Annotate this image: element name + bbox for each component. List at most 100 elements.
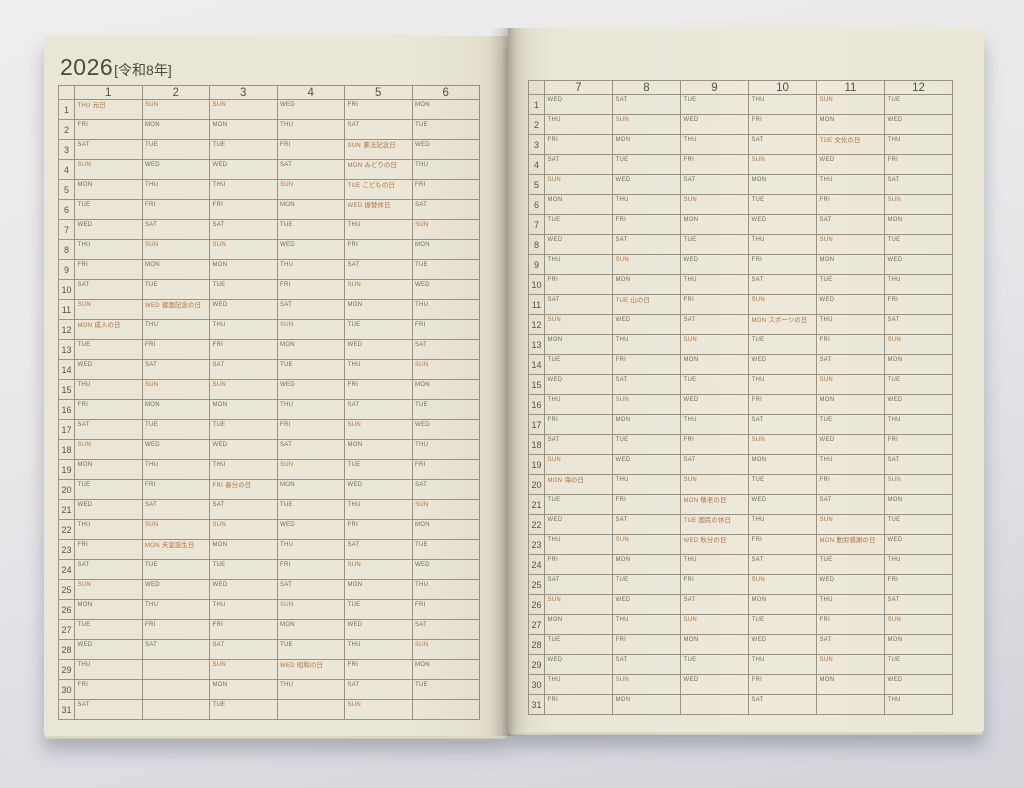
weekday-label: TUE: [415, 401, 428, 408]
day-cell: TUE: [681, 655, 749, 675]
day-cell: MON: [749, 455, 817, 475]
day-cell: TUE 山の日: [613, 295, 681, 315]
day-cell: TUE: [75, 200, 143, 220]
weekday-label: TUE: [819, 556, 833, 563]
day-cell: SUN: [613, 395, 681, 415]
day-cell: MON: [545, 615, 613, 635]
day-number: 29: [529, 655, 545, 675]
weekday-label: SUN: [887, 476, 902, 483]
weekday-label: FRI: [887, 576, 899, 583]
weekday-label: FRI: [415, 601, 426, 608]
weekday-label: MON: [347, 301, 363, 308]
month-header: 11: [817, 81, 885, 95]
day-number: 15: [59, 380, 75, 400]
weekday-label: THU: [819, 316, 833, 323]
weekday-label: TUE: [887, 656, 901, 663]
day-number: 22: [59, 520, 75, 540]
day-cell: THU: [412, 580, 480, 600]
day-cell: SUN: [277, 600, 345, 620]
day-cell: FRI: [277, 420, 345, 440]
day-cell: SAT: [749, 135, 817, 155]
day-cell: SAT: [613, 235, 681, 255]
weekday-label: WED: [212, 581, 228, 588]
day-cell: SAT: [277, 580, 345, 600]
weekday-label: FRI: [145, 341, 156, 348]
weekday-label: THU: [347, 501, 361, 508]
day-number: 8: [59, 240, 75, 260]
day-cell: TUE: [345, 460, 413, 480]
weekday-label: SAT: [347, 541, 360, 548]
day-cell: THU: [613, 475, 681, 495]
weekday-label: WED: [415, 281, 430, 288]
weekday-label: WED: [615, 596, 631, 603]
day-cell: FRI: [142, 200, 210, 220]
day-cell: THU: [613, 195, 681, 215]
weekday-label: FRI: [615, 636, 627, 643]
weekday-label: MON: [415, 241, 430, 248]
weekday-label: MON: [887, 216, 903, 223]
day-cell: SAT: [345, 540, 413, 560]
weekday-label: WED: [547, 656, 563, 663]
day-cell: MON: [885, 355, 953, 375]
weekday-label: SAT: [212, 501, 225, 508]
weekday-label: THU: [415, 441, 429, 448]
weekday-label: FRI: [145, 201, 156, 208]
day-cell: THU: [817, 595, 885, 615]
weekday-label: SUN: [77, 161, 92, 168]
holiday-label: スポーツの日: [768, 316, 808, 324]
month-header: 12: [885, 81, 953, 95]
day-cell: WED 昭和の日: [277, 660, 345, 680]
day-cell: MON: [885, 635, 953, 655]
weekday-label: MON: [887, 356, 903, 363]
weekday-label: SUN: [683, 616, 698, 623]
day-number: 18: [59, 440, 75, 460]
day-number: 13: [529, 335, 545, 355]
day-cell: WED: [545, 375, 613, 395]
day-cell: THU: [749, 655, 817, 675]
weekday-label: TUE: [683, 236, 697, 243]
day-number: 13: [59, 340, 75, 360]
day-cell: THU: [142, 320, 210, 340]
day-cell: MON: [75, 460, 143, 480]
day-cell: TUE: [545, 215, 613, 235]
weekday-label: WED: [819, 436, 835, 443]
day-cell: THU: [681, 135, 749, 155]
weekday-label: FRI: [751, 536, 763, 543]
weekday-label: THU: [683, 276, 697, 283]
weekday-label: SUN: [347, 701, 362, 708]
day-cell: SUN: [545, 315, 613, 335]
weekday-label: TUE: [280, 641, 293, 648]
day-cell: [142, 680, 210, 700]
day-cell: TUE: [412, 400, 480, 420]
day-cell: FRI: [885, 295, 953, 315]
holiday-label: 元日: [92, 101, 106, 109]
day-cell: SAT: [75, 140, 143, 160]
day-cell: THU: [75, 240, 143, 260]
day-cell: WED: [210, 440, 278, 460]
day-cell: WED: [681, 395, 749, 415]
weekday-label: TUE: [145, 561, 158, 568]
weekday-label: MON: [819, 116, 835, 123]
weekday-label: WED: [751, 496, 767, 503]
day-cell: MON: [412, 520, 480, 540]
weekday-label: FRI: [212, 621, 224, 628]
day-cell: MON: [613, 135, 681, 155]
weekday-label: SAT: [145, 361, 158, 368]
day-cell: TUE: [277, 220, 345, 240]
weekday-label: SUN: [751, 436, 766, 443]
day-cell: WED: [613, 175, 681, 195]
weekday-label: THU: [280, 121, 294, 128]
day-cell: THU: [345, 500, 413, 520]
weekday-label: WED: [547, 376, 563, 383]
weekday-label: THU: [77, 241, 91, 248]
weekday-label: WED: [887, 676, 903, 683]
month-header: 6: [412, 86, 480, 100]
weekday-label: FRI: [280, 141, 291, 148]
weekday-label: WED: [547, 516, 563, 523]
day-number: 1: [529, 95, 545, 115]
day-cell: TUE: [210, 420, 278, 440]
weekday-label: FRI: [145, 481, 156, 488]
weekday-label: FRI: [615, 356, 627, 363]
day-cell: [817, 695, 885, 715]
weekday-label: TUE: [145, 281, 158, 288]
